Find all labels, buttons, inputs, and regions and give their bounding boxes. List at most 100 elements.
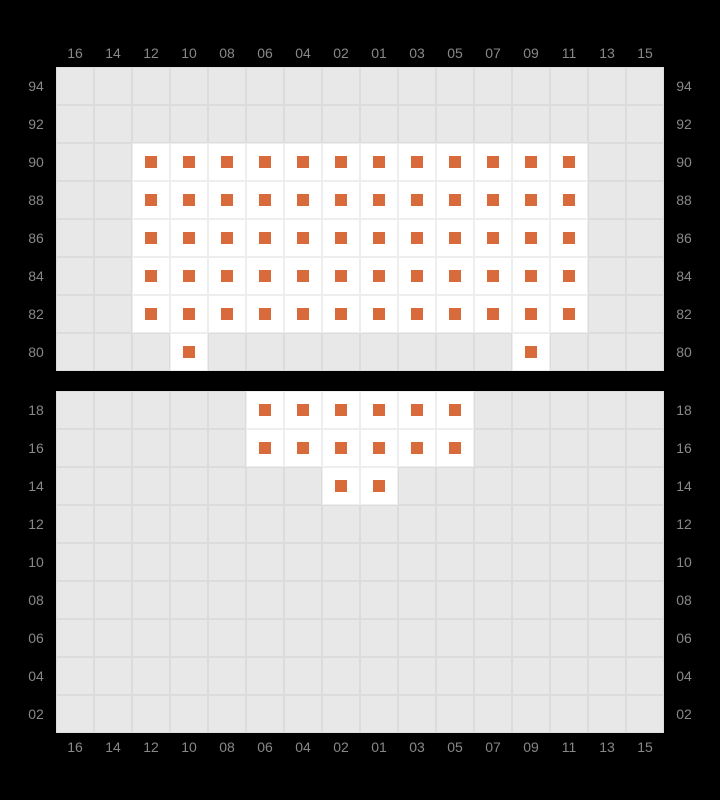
seat-18-02[interactable] <box>322 391 360 429</box>
seat-18-04[interactable] <box>284 391 322 429</box>
seat-84-08[interactable] <box>208 257 246 295</box>
seat-90-06[interactable] <box>246 143 284 181</box>
seat-80-09[interactable] <box>512 333 550 371</box>
seat-86-07[interactable] <box>474 219 512 257</box>
empty-cell <box>56 333 94 371</box>
seat-90-05[interactable] <box>436 143 474 181</box>
seat-86-11[interactable] <box>550 219 588 257</box>
seat-82-07[interactable] <box>474 295 512 333</box>
seat-82-02[interactable] <box>322 295 360 333</box>
column-label: 11 <box>550 739 588 755</box>
empty-cell <box>626 295 664 333</box>
seat-90-10[interactable] <box>170 143 208 181</box>
seat-86-04[interactable] <box>284 219 322 257</box>
empty-cell <box>550 333 588 371</box>
seat-86-02[interactable] <box>322 219 360 257</box>
empty-cell <box>56 581 94 619</box>
row-label: 86 <box>672 219 696 257</box>
seat-88-01[interactable] <box>360 181 398 219</box>
seat-84-09[interactable] <box>512 257 550 295</box>
seat-18-03[interactable] <box>398 391 436 429</box>
seat-82-06[interactable] <box>246 295 284 333</box>
seat-82-12[interactable] <box>132 295 170 333</box>
seat-88-10[interactable] <box>170 181 208 219</box>
seat-90-07[interactable] <box>474 143 512 181</box>
empty-cell <box>626 543 664 581</box>
seat-84-11[interactable] <box>550 257 588 295</box>
empty-cell <box>56 67 94 105</box>
empty-cell <box>208 695 246 733</box>
seat-90-03[interactable] <box>398 143 436 181</box>
seat-88-05[interactable] <box>436 181 474 219</box>
seat-86-03[interactable] <box>398 219 436 257</box>
seat-84-06[interactable] <box>246 257 284 295</box>
seat-84-01[interactable] <box>360 257 398 295</box>
seat-88-12[interactable] <box>132 181 170 219</box>
empty-cell <box>436 657 474 695</box>
seat-90-12[interactable] <box>132 143 170 181</box>
seat-90-02[interactable] <box>322 143 360 181</box>
seat-84-04[interactable] <box>284 257 322 295</box>
seat-84-10[interactable] <box>170 257 208 295</box>
empty-cell <box>588 657 626 695</box>
empty-cell <box>588 181 626 219</box>
seat-82-08[interactable] <box>208 295 246 333</box>
seat-86-09[interactable] <box>512 219 550 257</box>
empty-cell <box>626 333 664 371</box>
seat-90-11[interactable] <box>550 143 588 181</box>
seat-14-02[interactable] <box>322 467 360 505</box>
seat-88-02[interactable] <box>322 181 360 219</box>
seat-82-03[interactable] <box>398 295 436 333</box>
seat-88-06[interactable] <box>246 181 284 219</box>
seat-84-12[interactable] <box>132 257 170 295</box>
seat-16-01[interactable] <box>360 429 398 467</box>
seat-88-11[interactable] <box>550 181 588 219</box>
empty-cell <box>588 295 626 333</box>
seat-84-05[interactable] <box>436 257 474 295</box>
column-label: 08 <box>208 739 246 755</box>
seat-90-08[interactable] <box>208 143 246 181</box>
seat-82-01[interactable] <box>360 295 398 333</box>
seat-16-03[interactable] <box>398 429 436 467</box>
seat-82-04[interactable] <box>284 295 322 333</box>
empty-cell <box>512 391 550 429</box>
seat-90-09[interactable] <box>512 143 550 181</box>
empty-cell <box>208 333 246 371</box>
seat-18-06[interactable] <box>246 391 284 429</box>
seat-86-06[interactable] <box>246 219 284 257</box>
seat-88-04[interactable] <box>284 181 322 219</box>
seat-16-06[interactable] <box>246 429 284 467</box>
seat-82-10[interactable] <box>170 295 208 333</box>
column-label: 16 <box>56 739 94 755</box>
seat-86-05[interactable] <box>436 219 474 257</box>
seat-84-07[interactable] <box>474 257 512 295</box>
empty-cell <box>398 105 436 143</box>
seat-82-09[interactable] <box>512 295 550 333</box>
empty-cell <box>94 581 132 619</box>
seat-88-09[interactable] <box>512 181 550 219</box>
seat-86-12[interactable] <box>132 219 170 257</box>
seat-86-08[interactable] <box>208 219 246 257</box>
empty-cell <box>588 581 626 619</box>
seat-90-04[interactable] <box>284 143 322 181</box>
seat-88-03[interactable] <box>398 181 436 219</box>
seat-90-01[interactable] <box>360 143 398 181</box>
seat-18-05[interactable] <box>436 391 474 429</box>
seat-88-07[interactable] <box>474 181 512 219</box>
seat-82-05[interactable] <box>436 295 474 333</box>
seat-80-10[interactable] <box>170 333 208 371</box>
seat-88-08[interactable] <box>208 181 246 219</box>
seat-84-03[interactable] <box>398 257 436 295</box>
seat-86-01[interactable] <box>360 219 398 257</box>
seat-16-05[interactable] <box>436 429 474 467</box>
seat-84-02[interactable] <box>322 257 360 295</box>
empty-cell <box>474 505 512 543</box>
empty-cell <box>588 505 626 543</box>
seat-18-01[interactable] <box>360 391 398 429</box>
seat-86-10[interactable] <box>170 219 208 257</box>
seat-82-11[interactable] <box>550 295 588 333</box>
empty-cell <box>170 467 208 505</box>
seat-16-02[interactable] <box>322 429 360 467</box>
seat-14-01[interactable] <box>360 467 398 505</box>
seat-16-04[interactable] <box>284 429 322 467</box>
